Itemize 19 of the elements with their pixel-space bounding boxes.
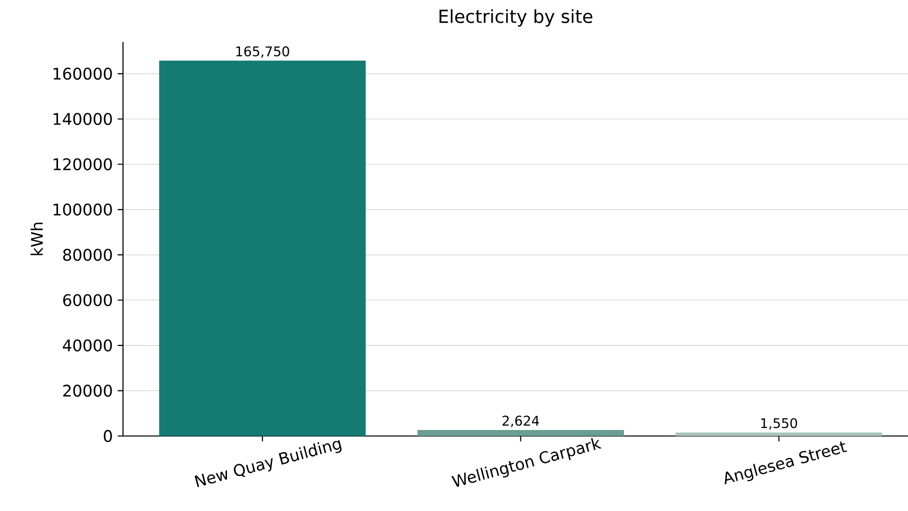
y-tick-label: 20000	[63, 384, 112, 397]
x-tick-label: Anglesea Street	[724, 441, 848, 484]
y-tick-label: 60000	[63, 294, 112, 306]
bar	[417, 430, 624, 436]
y-tick-label: 100000	[54, 204, 112, 216]
y-axis-title: kWh	[30, 222, 43, 256]
y-tick-label: 0	[104, 430, 112, 442]
data-label: 1,550	[761, 418, 798, 430]
y-tick-label: 80000	[63, 248, 112, 261]
data-label: 165,750	[236, 46, 290, 58]
y-tick-label: 160000	[54, 68, 112, 80]
bar	[159, 60, 366, 436]
y-tick-label: 40000	[62, 339, 112, 352]
chart-title: Electricity by site	[440, 9, 592, 27]
x-tick-label: New Quay Building	[194, 440, 342, 488]
bar	[676, 432, 882, 436]
y-tick-label: 140000	[54, 112, 112, 126]
y-tick-label: 120000	[54, 158, 112, 170]
data-label: 2,624	[502, 416, 539, 428]
